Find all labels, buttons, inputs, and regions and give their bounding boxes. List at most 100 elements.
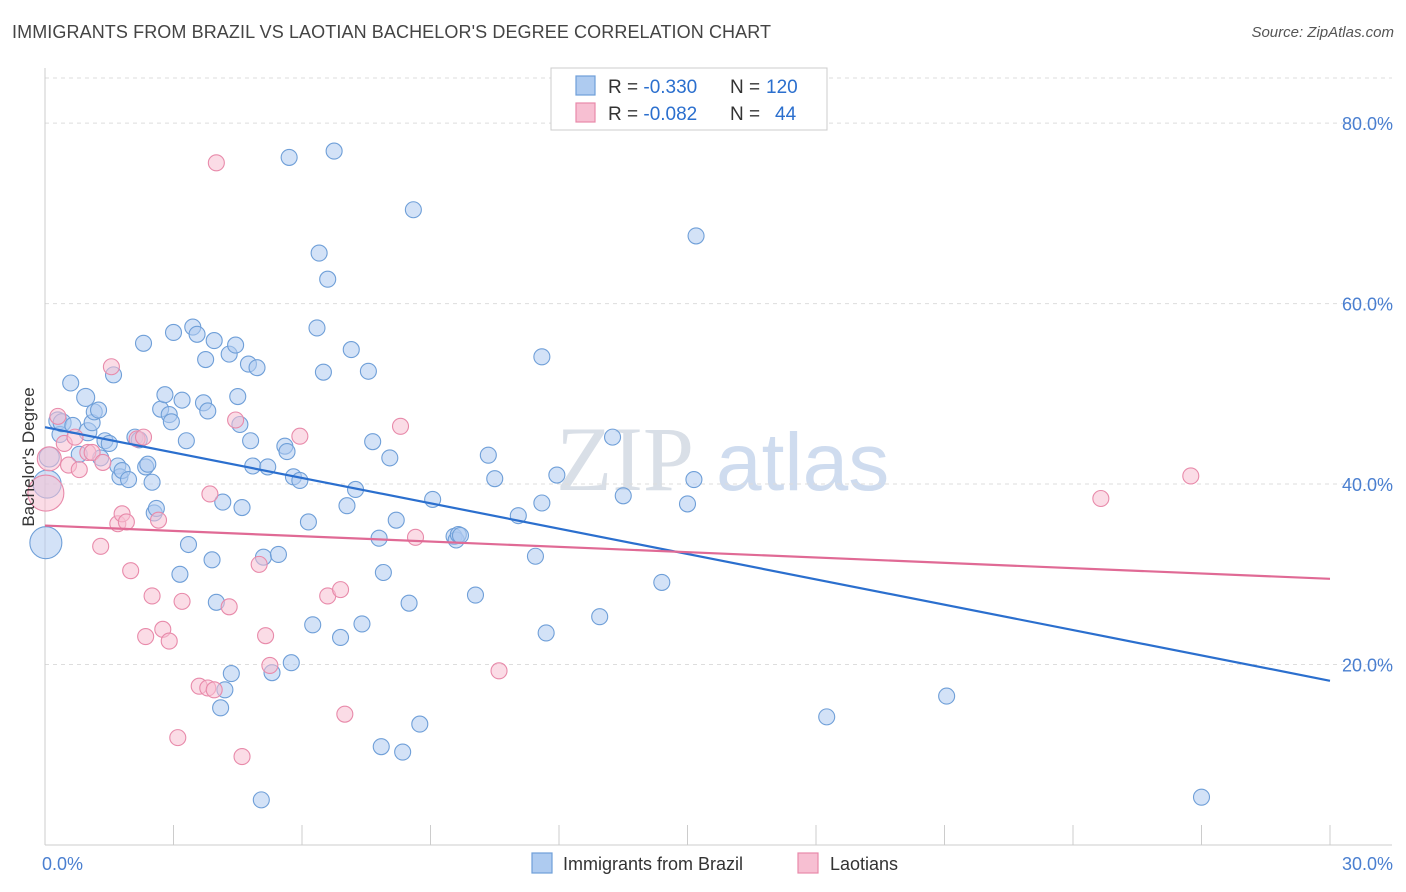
point-brazil-102 (526, 547, 544, 565)
trend-line-laotian (44, 524, 1331, 580)
point-brazil-112 (687, 227, 705, 245)
legend-r-value-1: -0.330 (643, 77, 697, 98)
y-tick-label-0: 20.0% (1342, 656, 1393, 676)
series-laotian-points (27, 154, 1200, 766)
point-brazil-99 (479, 446, 497, 464)
point-brazil-92 (404, 201, 422, 219)
point-laotian-29 (207, 154, 225, 172)
y-axis-label: Bachelor's Degree (19, 387, 38, 526)
point-brazil-106 (548, 466, 566, 484)
svg-text:N =: N = (730, 104, 760, 125)
point-laotian-32 (233, 748, 251, 766)
x-tick-label-0: 0.0% (42, 854, 83, 874)
point-brazil-74 (310, 244, 328, 262)
point-brazil-31 (156, 386, 174, 404)
point-brazil-83 (359, 362, 377, 380)
point-laotian-17 (134, 428, 153, 446)
point-laotian-44 (1182, 467, 1200, 485)
point-brazil-60 (252, 791, 270, 809)
point-brazil-109 (614, 487, 632, 505)
point-brazil-107 (591, 608, 609, 626)
point-laotian-30 (220, 598, 238, 616)
point-laotian-19 (143, 587, 161, 605)
point-laotian-9 (92, 537, 110, 555)
point-laotian-24 (173, 592, 191, 610)
point-brazil-86 (372, 738, 390, 756)
point-brazil-59 (248, 359, 266, 377)
point-laotian-11 (102, 358, 120, 376)
point-brazil-100 (486, 470, 504, 488)
point-brazil-113 (685, 470, 703, 489)
point-brazil-90 (394, 743, 412, 761)
point-brazil-44 (203, 551, 221, 569)
point-brazil-9 (76, 387, 96, 407)
point-brazil-98 (466, 586, 485, 604)
point-brazil-77 (325, 142, 343, 160)
point-brazil-40 (188, 325, 206, 343)
point-brazil-66 (278, 443, 296, 461)
point-brazil-71 (299, 513, 317, 531)
point-brazil-55 (233, 498, 251, 517)
point-brazil-43 (199, 402, 217, 420)
point-laotian-15 (122, 562, 140, 580)
point-laotian-10 (94, 453, 112, 471)
tick-labels: 20.0% 40.0% 60.0% 80.0% 0.0% 30.0% (42, 114, 1393, 874)
point-brazil-117 (451, 526, 470, 545)
point-brazil-35 (171, 565, 189, 583)
bottom-legend-label-laotian: Laotians (830, 854, 898, 874)
point-laotian-23 (169, 729, 187, 747)
y-tick-label-3: 80.0% (1342, 114, 1393, 134)
bottom-legend-swatch-brazil (531, 852, 553, 874)
point-brazil-38 (179, 535, 198, 554)
point-brazil-37 (177, 432, 195, 450)
point-brazil-13 (89, 401, 108, 419)
point-brazil-36 (173, 391, 191, 409)
point-brazil-93 (411, 715, 429, 733)
trend-line-brazil (44, 426, 1331, 682)
legend-n-value-2: 44 (775, 104, 797, 125)
point-laotian-43 (1092, 489, 1110, 508)
trend-lines (44, 426, 1331, 682)
chart-title: IMMIGRANTS FROM BRAZIL VS LAOTIAN BACHEL… (12, 22, 772, 42)
point-laotian-18 (137, 628, 155, 646)
bottom-legend-swatch-laotian (797, 852, 819, 874)
point-brazil-52 (227, 336, 245, 354)
point-brazil-91 (400, 594, 418, 612)
point-brazil-6 (62, 374, 80, 392)
point-brazil-24 (134, 334, 153, 352)
point-brazil-82 (353, 615, 371, 633)
point-brazil-84 (364, 433, 382, 451)
point-brazil-114 (818, 708, 836, 726)
point-laotian-27 (201, 485, 219, 503)
y-tick-label-1: 40.0% (1342, 475, 1393, 495)
point-brazil-87 (374, 563, 392, 582)
watermark-atlas: atlas (716, 417, 889, 508)
point-brazil-80 (342, 341, 360, 359)
point-brazil-78 (331, 628, 350, 647)
point-brazil-108 (603, 428, 622, 446)
y-tick-label-2: 60.0% (1342, 295, 1393, 315)
point-laotian-0 (27, 474, 65, 512)
series-brazil-points (29, 142, 1211, 809)
point-brazil-76 (319, 270, 337, 288)
point-brazil-75 (314, 363, 332, 381)
point-brazil-72 (304, 616, 322, 634)
point-brazil-53 (229, 387, 247, 406)
point-brazil-26 (139, 455, 157, 473)
point-laotian-20 (149, 511, 168, 529)
point-brazil-47 (212, 699, 230, 717)
point-laotian-22 (160, 632, 178, 650)
legend-n-label-1: N = (730, 77, 760, 98)
point-brazil-105 (537, 624, 555, 642)
point-laotian-38 (331, 581, 350, 599)
x-tick-label-1: 30.0% (1342, 854, 1393, 874)
legend-r-label-1: R = (608, 77, 643, 98)
point-laotian-28 (205, 681, 223, 699)
point-brazil-34 (164, 323, 183, 342)
point-laotian-8 (83, 443, 101, 462)
svg-text:R = -0.330: R = -0.330 (608, 77, 697, 98)
bottom-legend-label-brazil: Immigrants from Brazil (563, 854, 743, 874)
point-brazil-70 (291, 471, 309, 489)
point-brazil-115 (938, 687, 956, 705)
